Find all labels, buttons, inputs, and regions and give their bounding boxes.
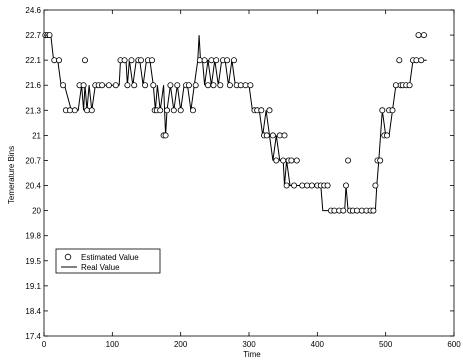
x-axis-label: Time [243, 350, 261, 359]
data-point-estimated-value [204, 82, 211, 89]
data-point-estimated-value [60, 82, 67, 89]
y-tick-label: 20.4 [25, 182, 41, 191]
data-point-estimated-value [258, 107, 265, 114]
legend: Estimated Value Real Value [55, 248, 161, 274]
y-tick-label: 20.7 [25, 156, 41, 165]
x-tick-label: 600 [447, 340, 461, 349]
data-point-estimated-value [213, 57, 220, 64]
data-point-estimated-value [210, 82, 217, 89]
x-tick-label: 200 [174, 340, 188, 349]
x-tick-label: 500 [379, 340, 393, 349]
data-point-estimated-value [283, 182, 290, 189]
data-point-estimated-value [293, 157, 300, 164]
data-point-estimated-value [281, 132, 288, 139]
data-point-estimated-value [185, 82, 192, 89]
y-axis-label: Temerature Bins [7, 146, 16, 204]
data-point-estimated-value [217, 82, 224, 89]
data-point-estimated-value [280, 157, 287, 164]
data-point-estimated-value [342, 182, 349, 189]
data-point-estimated-value [142, 82, 149, 89]
data-point-estimated-value [406, 82, 413, 89]
y-tick-label: 19.5 [25, 257, 41, 266]
data-point-estimated-value [415, 32, 422, 39]
data-point-estimated-value [266, 107, 273, 114]
data-point-estimated-value [131, 82, 138, 89]
x-axis: 0 100 200 300 400 500 600 [42, 10, 461, 349]
data-point-estimated-value [418, 57, 425, 64]
x-tick-label: 100 [106, 340, 120, 349]
data-point-estimated-value [396, 57, 403, 64]
data-point-estimated-value [177, 107, 184, 114]
data-point-estimated-value [379, 107, 386, 114]
data-point-estimated-value [71, 107, 78, 114]
y-tick-label: 18.4 [25, 307, 41, 316]
x-tick-label: 0 [42, 340, 47, 349]
legend-marker-estimated [64, 253, 72, 261]
data-point-estimated-value [162, 132, 169, 139]
data-point-estimated-value [377, 157, 384, 164]
y-tick-label: 19.8 [25, 232, 41, 241]
data-point-estimated-value [288, 157, 295, 164]
data-point-estimated-value [174, 82, 181, 89]
legend-label-real: Real Value [81, 263, 120, 272]
data-point-estimated-value [269, 132, 276, 139]
y-tick-label: 21.6 [25, 81, 41, 90]
data-point-estimated-value [99, 82, 106, 89]
data-point-estimated-value [345, 157, 352, 164]
x-tick-label: 300 [242, 340, 256, 349]
data-point-estimated-value [226, 82, 233, 89]
data-point-estimated-value [137, 57, 144, 64]
y-tick-label: 22.7 [25, 31, 41, 40]
data-point-estimated-value [88, 107, 95, 114]
data-point-estimated-value [105, 82, 112, 89]
y-tick-label: 22.1 [25, 56, 41, 65]
data-point-estimated-value [420, 32, 427, 39]
data-point-estimated-value [167, 82, 174, 89]
y-tick-label: 24.6 [25, 6, 41, 15]
plot-area [42, 9, 455, 337]
data-point-estimated-value [112, 82, 119, 89]
data-point-estimated-value [157, 107, 164, 114]
y-tick-label: 21.3 [25, 106, 41, 115]
data-point-estimated-value [163, 107, 170, 114]
data-point-estimated-value [230, 57, 237, 64]
data-point-estimated-value [247, 82, 254, 89]
y-tick-label: 21 [32, 131, 41, 140]
y-tick-label: 17.4 [25, 332, 41, 341]
data-point-estimated-value [82, 57, 89, 64]
data-point-estimated-value [263, 132, 270, 139]
data-point-estimated-value [189, 107, 196, 114]
data-point-estimated-value [192, 82, 199, 89]
data-point-estimated-value [308, 182, 315, 189]
y-axis: 17.4 18.4 19.1 19.5 19.8 20 20.4 20.7 21 21.3 21.6… [25, 6, 454, 341]
data-point-estimated-value [370, 207, 377, 214]
data-point-estimated-value [124, 82, 131, 89]
data-point-estimated-value [148, 57, 155, 64]
legend-box [55, 248, 161, 274]
data-point-estimated-value [128, 57, 135, 64]
data-point-estimated-value [224, 57, 231, 64]
data-point-estimated-value [80, 82, 87, 89]
legend-label-estimated: Estimated Value [81, 253, 139, 262]
data-point-estimated-value [372, 182, 379, 189]
data-point-estimated-value [121, 57, 128, 64]
y-tick-label: 19.1 [25, 282, 41, 291]
data-point-estimated-value [201, 57, 208, 64]
data-point-estimated-value [389, 107, 396, 114]
data-point-estimated-value [56, 57, 63, 64]
data-point-estimated-value [324, 182, 331, 189]
data-point-estimated-value [340, 207, 347, 214]
data-point-estimated-value [383, 132, 390, 139]
data-point-estimated-value [291, 182, 298, 189]
data-point-estimated-value [150, 82, 157, 89]
data-point-estimated-value [170, 107, 177, 114]
data-point-estimated-value [273, 157, 280, 164]
y-tick-label: 20 [32, 207, 41, 216]
x-tick-label: 400 [311, 340, 325, 349]
